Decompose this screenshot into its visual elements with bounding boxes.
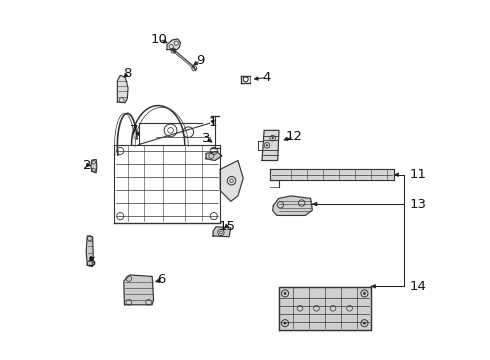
Polygon shape [220,161,243,201]
Polygon shape [213,227,231,237]
Text: 10: 10 [151,33,168,46]
Polygon shape [167,39,180,50]
Polygon shape [206,152,222,161]
Text: 3: 3 [202,132,211,145]
Polygon shape [270,169,394,180]
Text: 15: 15 [218,220,235,233]
Polygon shape [262,130,279,161]
Text: 6: 6 [157,274,166,287]
Text: 11: 11 [410,168,426,181]
Text: 9: 9 [196,54,204,67]
Polygon shape [124,275,153,305]
Text: 4: 4 [263,71,271,84]
Polygon shape [86,236,93,266]
Text: 14: 14 [410,280,426,293]
Text: 8: 8 [123,67,131,80]
Circle shape [271,137,274,139]
Circle shape [284,292,287,295]
Polygon shape [118,76,128,103]
Text: 5: 5 [88,256,97,269]
Circle shape [363,322,366,325]
Circle shape [363,292,366,295]
Text: 13: 13 [410,198,426,211]
Polygon shape [279,287,371,329]
Circle shape [284,322,287,325]
Text: 7: 7 [130,124,139,137]
Text: 2: 2 [83,159,92,172]
Circle shape [266,144,268,146]
Text: 1: 1 [209,116,218,129]
Polygon shape [91,159,97,173]
Polygon shape [272,196,312,215]
Text: 12: 12 [285,130,302,143]
